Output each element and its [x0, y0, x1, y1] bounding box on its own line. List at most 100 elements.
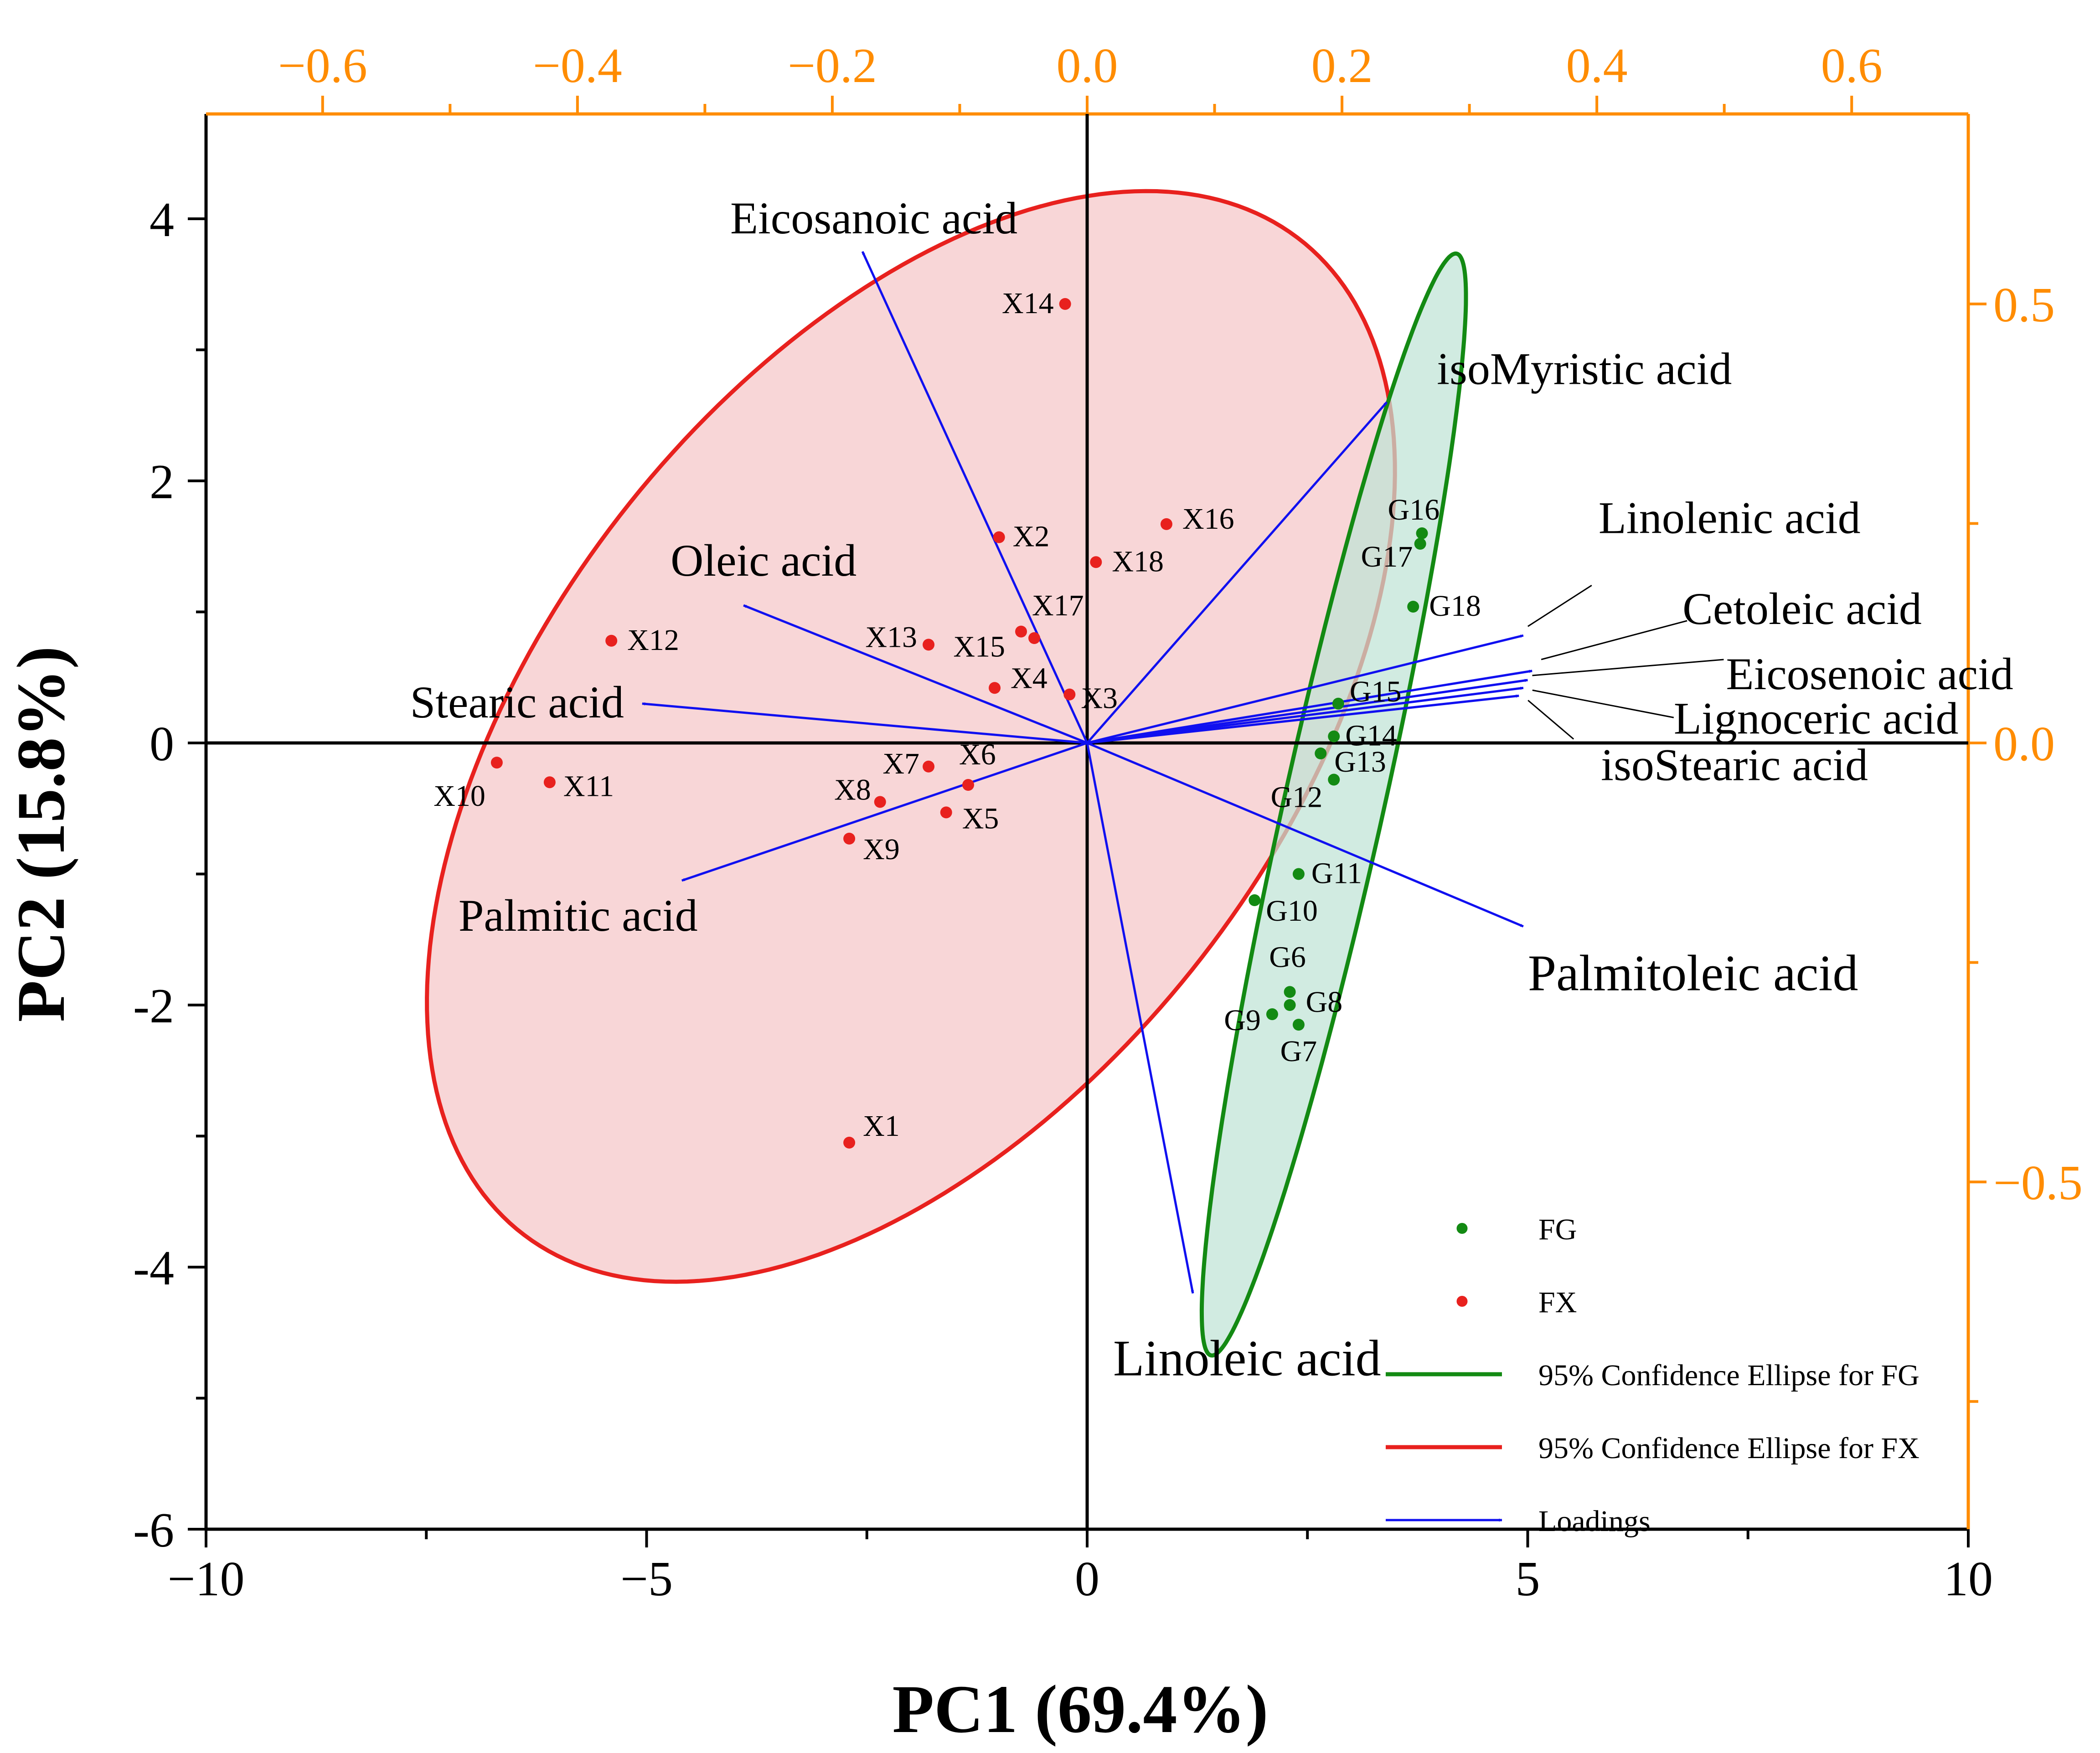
score-point-x9 [843, 832, 856, 845]
loading-arrow [1086, 401, 1388, 744]
loading-arrow [1087, 679, 1528, 744]
score-point-g6 [1284, 986, 1296, 998]
score-point-g18 [1407, 601, 1419, 613]
score-point-g13 [1315, 748, 1327, 759]
score-label: G14 [1345, 719, 1397, 753]
confidence-ellipses [425, 189, 1468, 1358]
score-label: X15 [953, 630, 1005, 664]
loading-label: Stearic acid [410, 677, 624, 727]
score-point-g10 [1249, 894, 1261, 906]
legend-label: FG [1538, 1213, 1577, 1246]
confidence-ellipse-fg [1199, 251, 1468, 1358]
loading-label: Linoleic acid [1113, 1330, 1381, 1387]
score-label: G10 [1266, 894, 1318, 928]
loading-label: Linolenic acid [1599, 492, 1861, 543]
loading-label: Palmitic acid [459, 890, 698, 941]
score-point-g7 [1292, 1019, 1305, 1031]
score-point-g8 [1284, 999, 1296, 1011]
right-tick-label: 0.5 [1993, 278, 2055, 332]
score-point-x1 [843, 1136, 856, 1149]
score-label: G6 [1269, 940, 1306, 974]
axes: −10 −5 0 5 10 -6 -4 -2 0 2 4 −0.6 −0.4 −0.2 0.0 0.2 0.4 0… [133, 39, 2083, 1606]
loading-arrow [1087, 742, 1524, 928]
score-label: X6 [959, 738, 996, 771]
legend-label: 95% Confidence Ellipse for FX [1538, 1432, 1919, 1465]
top-tick-label: −0.4 [533, 39, 622, 93]
score-label: X3 [1081, 682, 1118, 715]
legend-swatch-point [1456, 1223, 1468, 1234]
loading-leader-line [1541, 620, 1687, 660]
score-label: G16 [1388, 493, 1440, 526]
score-point-x18 [1090, 556, 1102, 568]
loading-arrows: Eicosanoic acid isoMyristic acid Oleic aci… [410, 193, 2013, 1387]
score-point-x12 [605, 634, 618, 647]
score-point-x17 [1028, 632, 1041, 644]
x-tick-label: 10 [1944, 1552, 1993, 1606]
right-tick-label: 0.0 [1993, 717, 2055, 771]
x-axis-title: PC1 (69.4%) [893, 1671, 1269, 1747]
score-point-x10 [490, 757, 503, 769]
loading-label: Eicosenoic acid [1726, 649, 2013, 699]
score-point-x5 [940, 806, 952, 819]
score-label: G12 [1271, 781, 1323, 814]
score-point-x15 [1015, 625, 1027, 638]
loading-arrow [642, 702, 1088, 744]
score-label: X2 [1013, 520, 1050, 553]
score-label: X13 [865, 620, 917, 654]
score-label: X12 [627, 624, 679, 657]
top-tick-label: −0.6 [278, 39, 367, 93]
score-label: X10 [433, 779, 485, 813]
loading-arrow [1087, 670, 1532, 744]
score-label: X8 [834, 773, 871, 806]
legend-label: FX [1538, 1286, 1577, 1319]
score-label: X11 [563, 769, 614, 803]
loading-arrow [1087, 686, 1524, 744]
loading-label: Lignoceric acid [1674, 693, 1959, 743]
y-tick-label: 2 [150, 455, 174, 509]
score-point-x2 [993, 531, 1005, 543]
y-tick-label: -6 [133, 1503, 174, 1557]
right-tick-label: −0.5 [1993, 1156, 2083, 1210]
score-label: G9 [1224, 1004, 1261, 1037]
score-point-g16 [1416, 527, 1428, 539]
loading-arrow [1087, 694, 1519, 744]
score-label: G11 [1311, 857, 1362, 890]
score-label: X9 [863, 833, 900, 866]
score-label: X4 [1011, 661, 1047, 695]
x-tick-label: −5 [620, 1552, 673, 1606]
loading-leader-line [1532, 689, 1674, 718]
loading-arrow [743, 604, 1088, 744]
score-point-x16 [1160, 518, 1172, 530]
score-label: X16 [1182, 502, 1234, 536]
confidence-ellipse-fx [425, 189, 1397, 1284]
y-tick-label: -4 [133, 1241, 174, 1295]
score-point-g9 [1266, 1008, 1278, 1021]
loading-label: Palmitoleic acid [1528, 945, 1858, 1002]
loading-arrow [681, 742, 1088, 882]
score-point-x11 [543, 776, 556, 789]
top-tick-label: 0.0 [1057, 39, 1118, 93]
loading-arrow [1087, 634, 1524, 744]
score-point-x6 [962, 779, 975, 791]
score-label: G15 [1350, 675, 1402, 708]
top-tick-label: 0.4 [1566, 39, 1628, 93]
score-point-g15 [1332, 697, 1344, 710]
loading-arrow [1086, 742, 1194, 1294]
score-point-x14 [1059, 298, 1071, 310]
score-point-x4 [989, 682, 1001, 694]
legend-label: 95% Confidence Ellipse for FG [1538, 1359, 1919, 1392]
y-axis-title: PC2 (15.8%) [3, 646, 79, 1022]
top-tick-label: 0.2 [1311, 39, 1373, 93]
loading-arrow [861, 251, 1089, 744]
x-tick-label: 0 [1075, 1552, 1099, 1606]
loading-label: Eicosanoic acid [730, 193, 1017, 243]
score-label: G8 [1306, 985, 1343, 1019]
score-label: X14 [1002, 287, 1054, 320]
y-tick-label: -2 [133, 979, 174, 1033]
score-point-g12 [1328, 773, 1340, 786]
score-point-x3 [1063, 688, 1076, 701]
y-tick-label: 0 [150, 717, 174, 771]
score-label: X5 [962, 802, 999, 835]
